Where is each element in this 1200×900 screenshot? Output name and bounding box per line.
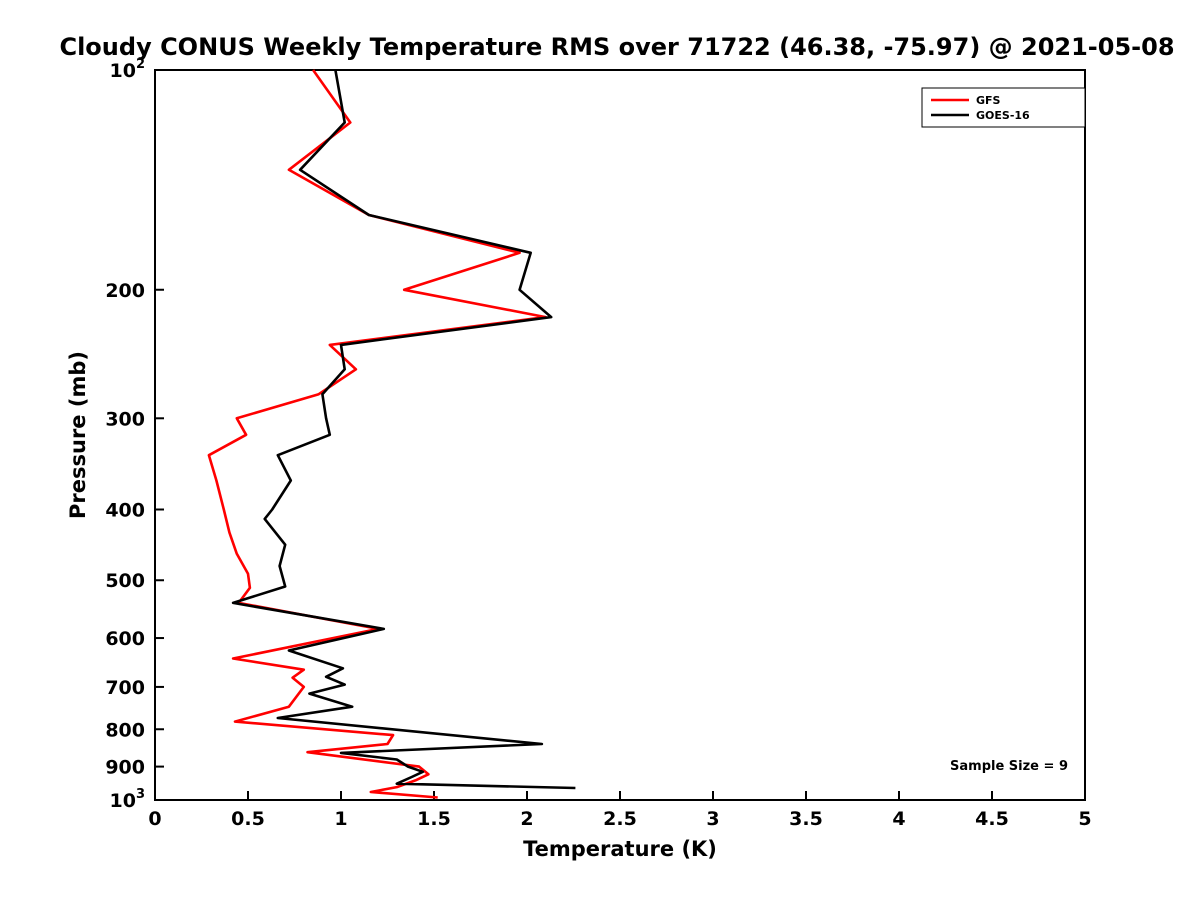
y-tick-label: 400 xyxy=(105,500,145,522)
legend-label: GFS xyxy=(976,94,1001,107)
y-tick-label: 700 xyxy=(105,677,145,699)
y-tick-label: 200 xyxy=(105,280,145,302)
chart-title: Cloudy CONUS Weekly Temperature RMS over… xyxy=(59,33,1174,61)
series-line-gfs xyxy=(207,69,547,799)
series-line-goes-16 xyxy=(231,69,576,790)
x-axis-label: Temperature (K) xyxy=(523,837,717,861)
x-tick-label: 4.5 xyxy=(975,808,1009,830)
y-tick-label: 900 xyxy=(105,757,145,779)
x-tick-label: 4 xyxy=(892,808,905,830)
y-tick-label: 800 xyxy=(105,719,145,741)
x-tick-label: 0 xyxy=(148,808,161,830)
x-tick-label: 1 xyxy=(334,808,347,830)
y-tick-label: 103 xyxy=(110,787,146,812)
x-tick-label: 0.5 xyxy=(231,808,265,830)
x-tick-label: 3.5 xyxy=(789,808,823,830)
legend-box xyxy=(921,87,1086,128)
x-tick-label: 1.5 xyxy=(417,808,451,830)
legend: GFS GOES-16 xyxy=(921,87,1086,128)
y-tick-label: 600 xyxy=(105,628,145,650)
plot-area: 0 0.5 1 1.5 2 2.5 3 3.5 4 4.5 5 102 200 300 400 500 600 7… xyxy=(105,57,1091,830)
y-tick-label: 300 xyxy=(105,408,145,430)
y-tick-label: 500 xyxy=(105,570,145,592)
x-tick-label: 3 xyxy=(706,808,719,830)
x-tick-label: 2 xyxy=(520,808,533,830)
x-tick-label: 2.5 xyxy=(603,808,637,830)
legend-label: GOES-16 xyxy=(976,109,1030,122)
x-tick-label: 5 xyxy=(1078,808,1091,830)
y-tick-label: 102 xyxy=(110,57,146,82)
sample-size-annotation: Sample Size = 9 xyxy=(950,759,1068,774)
y-axis-label: Pressure (mb) xyxy=(66,351,90,519)
axes-frame xyxy=(154,69,1086,801)
